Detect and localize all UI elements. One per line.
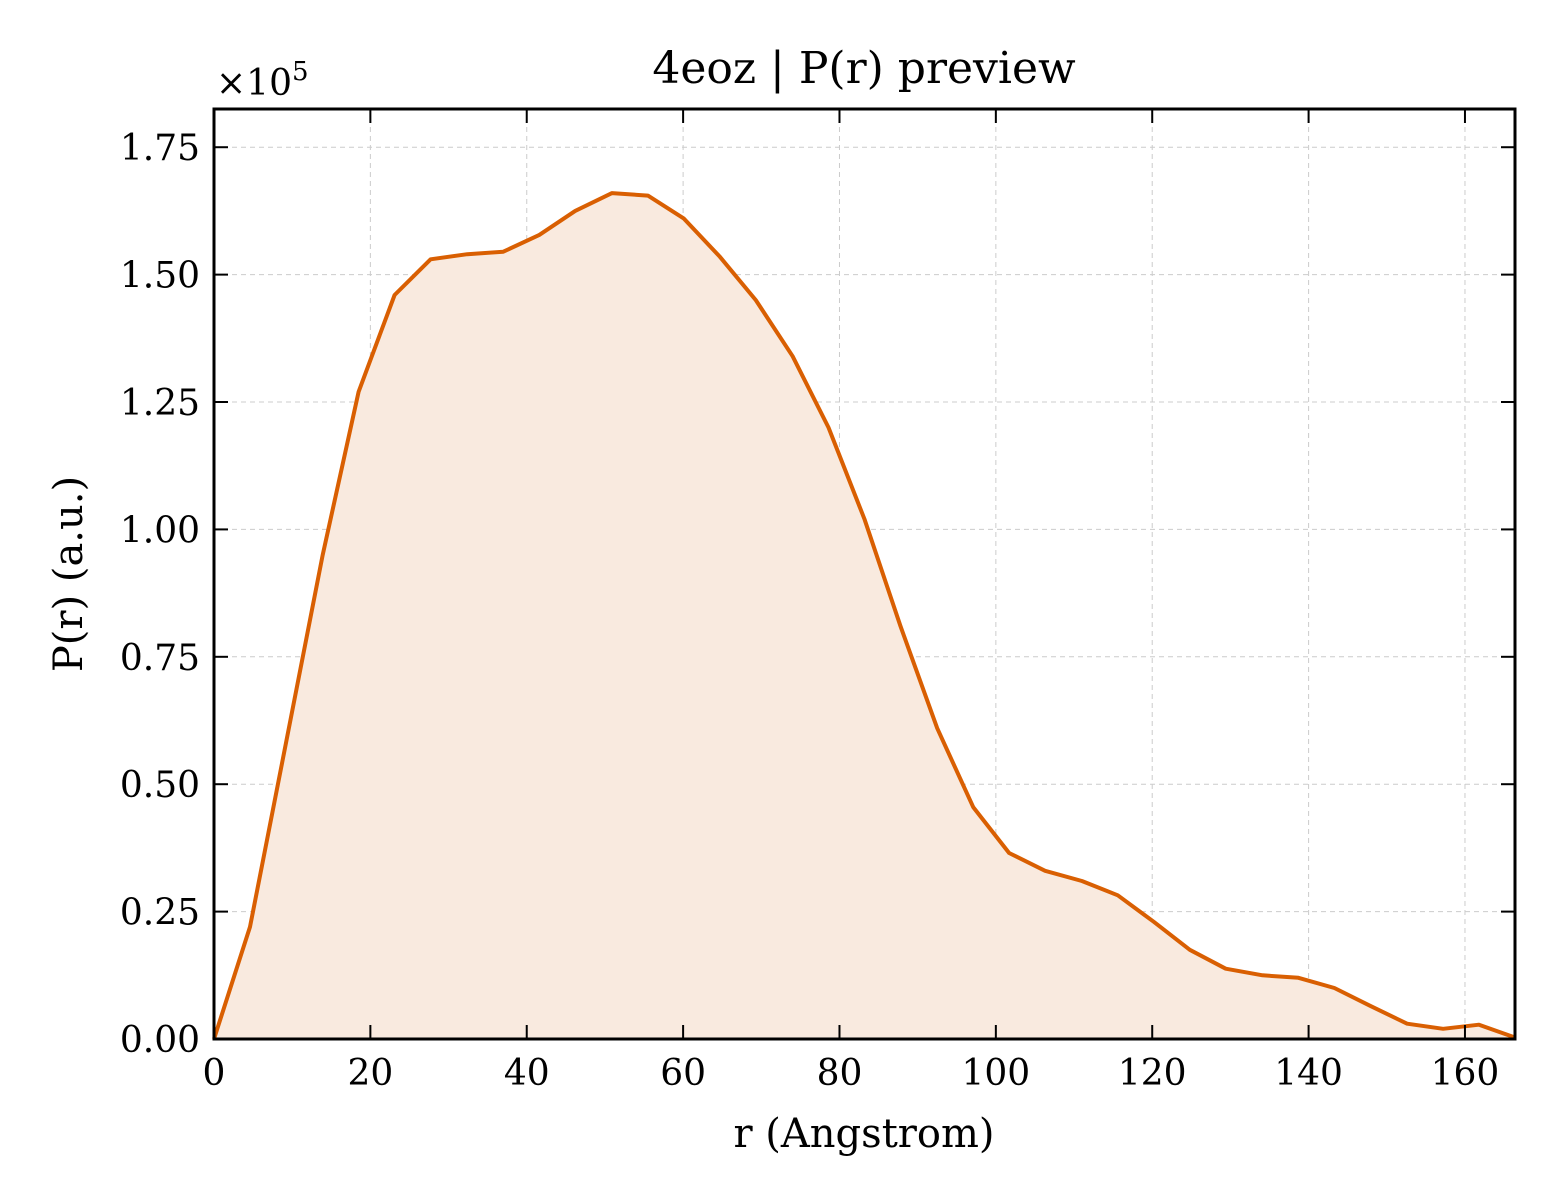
y-tick-label: 1.00 bbox=[120, 510, 200, 551]
x-tick-label: 120 bbox=[1118, 1053, 1187, 1094]
y-tick-label: 0.00 bbox=[120, 1020, 200, 1061]
chart-title: 4eoz | P(r) preview bbox=[652, 43, 1076, 94]
x-axis-label: r (Angstrom) bbox=[733, 1111, 994, 1157]
x-tick-label: 0 bbox=[203, 1053, 226, 1094]
x-tick-label: 160 bbox=[1431, 1053, 1500, 1094]
x-tick-label: 100 bbox=[961, 1053, 1030, 1094]
y-tick-label: 1.75 bbox=[120, 128, 200, 169]
x-tick-label: 80 bbox=[817, 1053, 863, 1094]
axis-tick-labels: 0 20 40 60 80 100 120 140 160 0.00 0.25 0.50 0.75 1.0… bbox=[120, 128, 1499, 1094]
y-tick-label: 0.25 bbox=[120, 893, 200, 934]
y-tick-label: 1.25 bbox=[120, 383, 200, 424]
pr-series-line bbox=[212, 191, 1516, 1040]
y-axis-label: P(r) (a.u.) bbox=[46, 476, 92, 672]
x-tick-label: 140 bbox=[1274, 1053, 1343, 1094]
x-tick-label: 40 bbox=[504, 1053, 550, 1094]
x-tick-label: 60 bbox=[660, 1053, 706, 1094]
pr-area-fill bbox=[214, 193, 1515, 1040]
y-multiplier: ×105 bbox=[216, 57, 309, 104]
x-tick-label: 20 bbox=[347, 1053, 393, 1094]
y-tick-label: 1.50 bbox=[120, 256, 200, 297]
plot-frame bbox=[212, 107, 1517, 1041]
y-tick-label: 0.75 bbox=[120, 638, 200, 679]
y-tick-label: 0.50 bbox=[120, 765, 200, 806]
axis-ticks bbox=[213, 109, 1515, 1040]
